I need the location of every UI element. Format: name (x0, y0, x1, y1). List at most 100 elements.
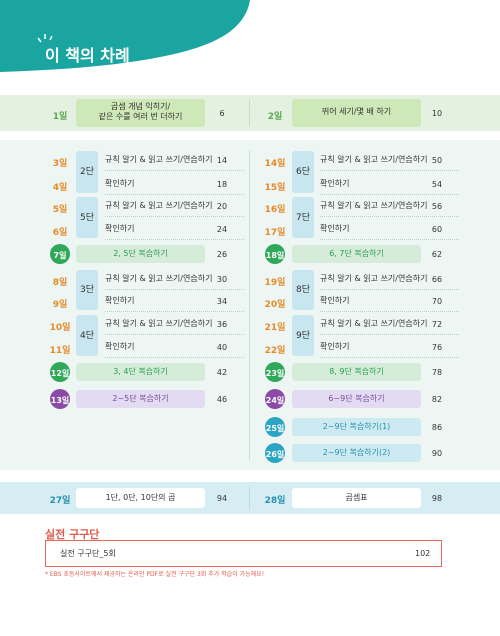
day-circle (50, 244, 70, 264)
day-circle (265, 362, 285, 382)
title: 확인하기 (320, 179, 350, 188)
page-number: 66 (431, 275, 443, 284)
day-label: 9일 (52, 300, 68, 310)
title: 확인하기 (320, 296, 350, 305)
page-number: 24 (216, 225, 228, 234)
page-number: 26 (216, 250, 228, 259)
day-label: 7일 (53, 251, 67, 260)
review-box (292, 390, 421, 408)
title: 규칙 알기 & 읽고 쓰기/연습하기 (320, 201, 428, 210)
day-label: 8일 (52, 278, 68, 288)
title: 6~9단 복습하기 (328, 394, 385, 403)
day-label: 6일 (52, 228, 68, 238)
title: 2~9단 복습하기(2) (322, 448, 391, 457)
title: 규칙 알기 & 읽고 쓰기/연습하기 (105, 201, 213, 210)
practice-box (45, 540, 442, 567)
page-number: 50 (431, 156, 443, 165)
page-number: 94 (216, 494, 228, 503)
day-label: 25일 (265, 424, 285, 433)
dan-label: 9단 (295, 330, 310, 341)
day-label: 21일 (264, 323, 286, 333)
page-number: 54 (431, 180, 443, 189)
title: 2, 5단 복습하기 (113, 249, 168, 258)
title: 규칙 알기 & 읽고 쓰기/연습하기 (105, 274, 213, 283)
title: 규칙 알기 & 읽고 쓰기/연습하기 (105, 319, 213, 328)
page-number: 18 (216, 180, 228, 189)
dan-label: 5단 (79, 212, 94, 223)
title: 같은 수를 여러 번 더하기 (98, 112, 183, 121)
rule (105, 334, 244, 335)
page-number: 6 (219, 109, 225, 118)
rule (320, 357, 459, 358)
rule (105, 216, 244, 217)
day-circle (265, 443, 285, 463)
page-number: 42 (216, 368, 228, 377)
title-box (292, 488, 421, 508)
day-label: 18일 (265, 251, 285, 260)
title: 1단, 0단, 10단의 곱 (105, 493, 176, 502)
dan-box (76, 270, 98, 310)
rule (105, 311, 244, 312)
rule (105, 239, 244, 240)
rule (105, 194, 244, 195)
title: 확인하기 (105, 179, 135, 188)
review-box (76, 245, 205, 263)
page-number: 30 (216, 275, 228, 284)
rule (320, 311, 459, 312)
dan-box (292, 270, 314, 310)
dan-box (76, 197, 98, 238)
practice-page: 102 (415, 549, 431, 558)
day-label: 12일 (50, 369, 70, 378)
rule (320, 289, 459, 290)
divider (249, 150, 250, 460)
day-label: 19일 (264, 278, 286, 288)
review-box (292, 418, 421, 436)
title: 곱셈 개념 익히기/ (110, 102, 171, 111)
title: 6, 7단 복습하기 (329, 249, 384, 258)
day-label: 23일 (265, 369, 285, 378)
day-circle (265, 244, 285, 264)
practice-item: 실전 구구단_5회 (60, 549, 116, 558)
dan-box (76, 151, 98, 193)
page-number: 20 (216, 202, 228, 211)
day-label: 24일 (265, 396, 285, 405)
day-circle (265, 389, 285, 409)
day-circle (50, 389, 70, 409)
title: 3, 4단 복습하기 (113, 367, 168, 376)
review-box (76, 390, 205, 408)
practice-note: * EBS 초등사이트에서 제공하는 온라인 PDF로 실전 구구단 3회 추가… (45, 571, 265, 578)
review-box (292, 363, 421, 381)
divider (249, 100, 250, 126)
title: 확인하기 (320, 342, 350, 351)
title: 확인하기 (105, 296, 135, 305)
title: 확인하기 (105, 224, 135, 233)
title: 규칙 알기 & 읽고 쓰기/연습하기 (320, 319, 428, 328)
dan-label: 3단 (79, 285, 94, 295)
dan-label: 2단 (79, 167, 94, 177)
title: 뛰어 세기/몇 배 하기 (321, 107, 392, 116)
dan-label: 6단 (295, 167, 310, 177)
page-number: 90 (431, 449, 443, 458)
page-number: 10 (431, 109, 443, 118)
practice-title: 실전 구구단 (45, 528, 100, 541)
title: 규칙 알기 & 읽고 쓰기/연습하기 (105, 155, 213, 164)
rule (105, 170, 244, 171)
day-label: 2일 (267, 112, 283, 122)
title: 확인하기 (105, 342, 135, 351)
day-label: 22일 (264, 346, 286, 356)
page-number: 60 (431, 225, 443, 234)
divider (249, 487, 250, 509)
page-number: 98 (431, 494, 443, 503)
page-number: 76 (431, 343, 443, 352)
title: 규칙 알기 & 읽고 쓰기/연습하기 (320, 274, 428, 283)
review-box (292, 245, 421, 263)
day-label: 28일 (264, 496, 286, 506)
day-label: 16일 (264, 205, 286, 215)
review-box (292, 444, 421, 462)
page-number: 72 (431, 320, 443, 329)
day-label: 11일 (49, 346, 71, 356)
day-label: 4일 (52, 183, 68, 193)
day-label: 14일 (264, 159, 286, 169)
day-label: 1일 (52, 112, 68, 122)
